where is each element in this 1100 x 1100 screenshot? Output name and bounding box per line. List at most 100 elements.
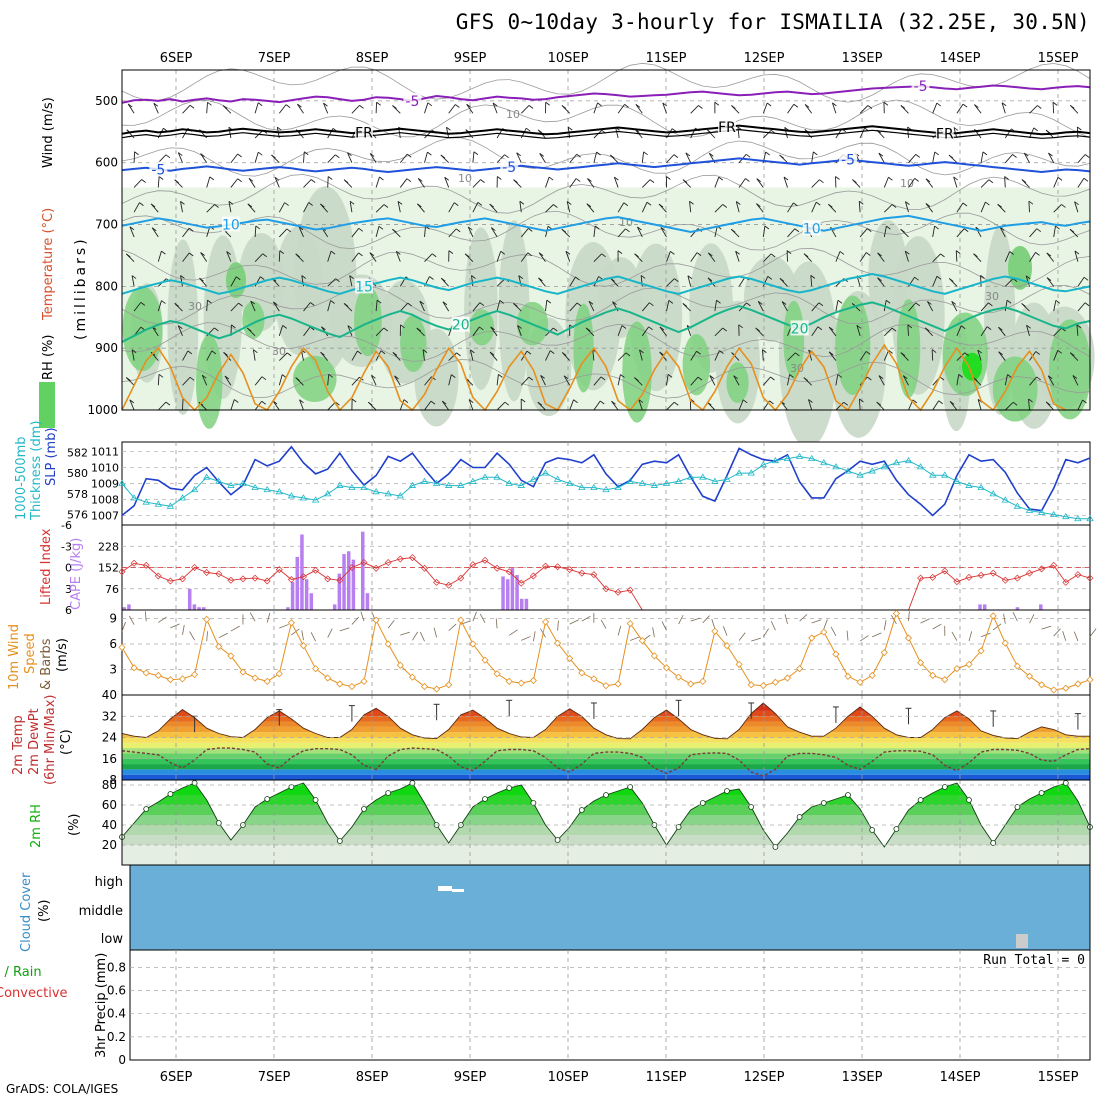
surface-barb <box>182 624 185 635</box>
cape-bar <box>365 593 370 610</box>
lifted-index-point <box>166 577 174 585</box>
wind-barb <box>516 152 522 163</box>
wind-barb-flag <box>561 228 567 233</box>
lifted-index-point <box>275 566 283 574</box>
thickness-point <box>638 479 647 486</box>
bottom-date-label: 15SEP <box>1038 1070 1079 1085</box>
lifted-index-point <box>324 575 332 583</box>
rh-deep-blob <box>962 352 982 381</box>
wind-barb-flag <box>359 104 364 109</box>
wind-barb-flag <box>209 176 215 181</box>
wind-barb-flag <box>660 227 666 231</box>
lifted-index-point <box>542 562 549 570</box>
wind-speed-point <box>904 634 913 642</box>
wind-barb-flag <box>1055 299 1061 304</box>
surface-barb <box>170 623 180 629</box>
lifted-index-point <box>505 568 513 576</box>
wind-barb-flag <box>795 352 800 357</box>
thickness-point <box>444 481 453 488</box>
thickness-point <box>1025 506 1034 513</box>
lifted-index-point <box>626 586 634 594</box>
wind-barb-flag <box>949 278 954 282</box>
wind-barb <box>783 176 788 188</box>
thickness-point <box>336 481 344 488</box>
rh-point <box>820 800 827 806</box>
rh-point <box>554 837 561 843</box>
wind-barb <box>932 276 938 287</box>
wind-tick-label: 6 <box>109 637 117 651</box>
wind-barb <box>611 400 619 411</box>
wind-barb <box>859 252 867 262</box>
wind-barb-flag <box>392 105 397 109</box>
wind-barb-flag <box>666 176 671 180</box>
lifted-index-point <box>360 559 368 567</box>
wind-barb-flag <box>286 352 292 357</box>
wind-barb-flag <box>527 252 533 257</box>
cape-bar <box>505 579 510 610</box>
wind-barb-flag <box>271 154 276 159</box>
rh-contour-line <box>121 137 1091 177</box>
thickness-point <box>178 494 187 501</box>
temp-label-1: 2m Temp <box>11 715 26 775</box>
wind-barb-flag <box>835 176 840 180</box>
surface-barb <box>495 618 498 629</box>
surface-barb <box>128 615 135 625</box>
wind-barb-flag <box>477 202 483 206</box>
thickness-point <box>735 469 743 476</box>
surface-barb <box>400 631 410 636</box>
precip-tick-label: 0.4 <box>107 1007 126 1021</box>
wind-speed-point <box>324 674 332 682</box>
wind-barb-flag <box>526 350 532 355</box>
wind-barb <box>424 253 433 262</box>
thickness-point <box>1037 508 1046 515</box>
lifted-index-point <box>142 561 150 569</box>
wind-barb <box>472 326 480 337</box>
wind-barb <box>1046 252 1055 262</box>
wind-barb <box>859 228 868 238</box>
wind-barb-flag <box>1070 104 1075 109</box>
lifted-index-point <box>421 564 428 572</box>
bottom-date-label: 12SEP <box>744 1070 785 1085</box>
wind-barb <box>496 300 501 312</box>
wind-barb-flag <box>934 151 940 156</box>
wind-barb <box>593 151 597 163</box>
wind-barb-flag <box>1001 102 1007 107</box>
cape-bar <box>295 556 300 610</box>
millibars-label: (millibars) <box>73 236 89 340</box>
thickness-point <box>759 461 768 468</box>
precip-frame <box>129 949 1091 1061</box>
wind-barb <box>347 325 353 336</box>
wind-barb <box>804 104 813 114</box>
wind-barb <box>278 374 283 386</box>
wind-barb-flag <box>207 299 212 304</box>
wind-barb-flag <box>480 179 485 183</box>
wind-barb-flag <box>808 399 813 403</box>
rh-dark-blob <box>292 355 337 402</box>
temp-band <box>122 764 1090 770</box>
slp-ylabel: 1000-500mb Thickness (dm) SLP (mb) <box>14 421 59 521</box>
lifted-tick-label: -3 <box>61 540 72 553</box>
wind-barb <box>467 226 474 238</box>
surface-barb <box>301 630 304 641</box>
cloud-ylabel-2: (%) <box>37 900 52 923</box>
wind-barb <box>1053 327 1062 337</box>
wind-barb <box>303 151 305 163</box>
cloud-panel: high middle low <box>79 864 1091 951</box>
cape-bar <box>300 534 304 610</box>
wind-barb <box>545 204 554 213</box>
wind-barb-flag <box>596 151 601 156</box>
wind-label: Wind (m/s) <box>41 97 56 168</box>
wind-barb <box>810 275 813 287</box>
wind-barb <box>974 104 982 114</box>
wind-barb <box>1001 102 1006 114</box>
wind-barb-flag <box>621 325 627 329</box>
rh-dark-blob <box>1048 319 1091 420</box>
wind-barb <box>569 276 576 287</box>
lifted-index-point <box>917 574 925 582</box>
wind-barb-flag <box>473 151 479 156</box>
wind-barb <box>351 376 360 386</box>
thickness-point <box>1086 514 1094 522</box>
thickness-point <box>420 477 429 484</box>
pressure-tick-label: 800 <box>95 279 118 293</box>
wind-barb <box>932 102 938 114</box>
